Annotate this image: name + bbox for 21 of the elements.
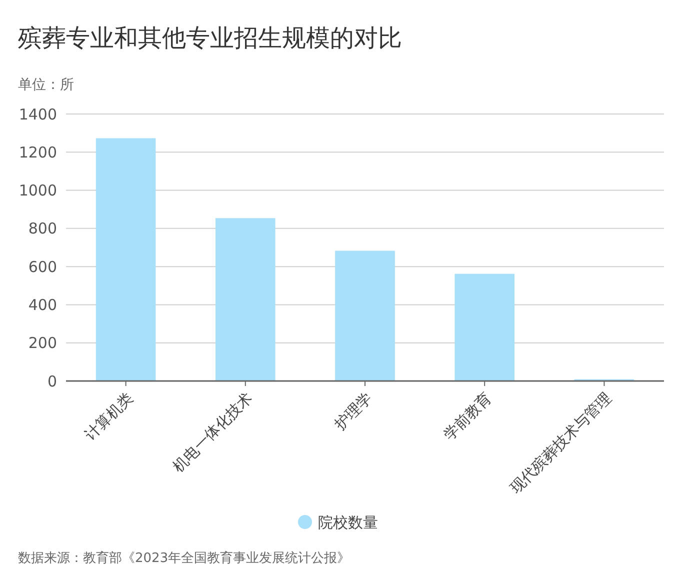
x-tick-label: 护理学 [330, 388, 376, 434]
x-tick-label: 现代殡葬技术与管理 [506, 388, 615, 497]
x-tick-label: 计算机类 [81, 388, 136, 444]
x-tick-label: 机电一体化技术 [168, 388, 256, 476]
bar [454, 274, 514, 381]
legend-label: 院校数量 [318, 513, 378, 532]
y-tick-label: 1400 [18, 105, 57, 124]
y-tick-label: 1000 [18, 182, 57, 200]
bar [216, 218, 276, 381]
y-tick-label: 0 [47, 372, 57, 390]
y-tick-label: 400 [28, 296, 57, 314]
bar [335, 250, 395, 381]
y-tick-label: 600 [28, 258, 57, 276]
y-tick-label: 1200 [18, 143, 57, 162]
bar [96, 138, 156, 381]
chart-title: 殡葬专业和其他专业招生规模的对比 [18, 24, 402, 52]
y-tick-label: 200 [28, 334, 57, 352]
y-tick-label: 800 [28, 220, 57, 238]
source-note: 数据来源：教育部《2023年全国教育事业发展统计公报》 [18, 550, 350, 566]
y-axis-title: 单位：所 [18, 77, 74, 93]
x-tick-label: 学前教育 [440, 388, 496, 444]
